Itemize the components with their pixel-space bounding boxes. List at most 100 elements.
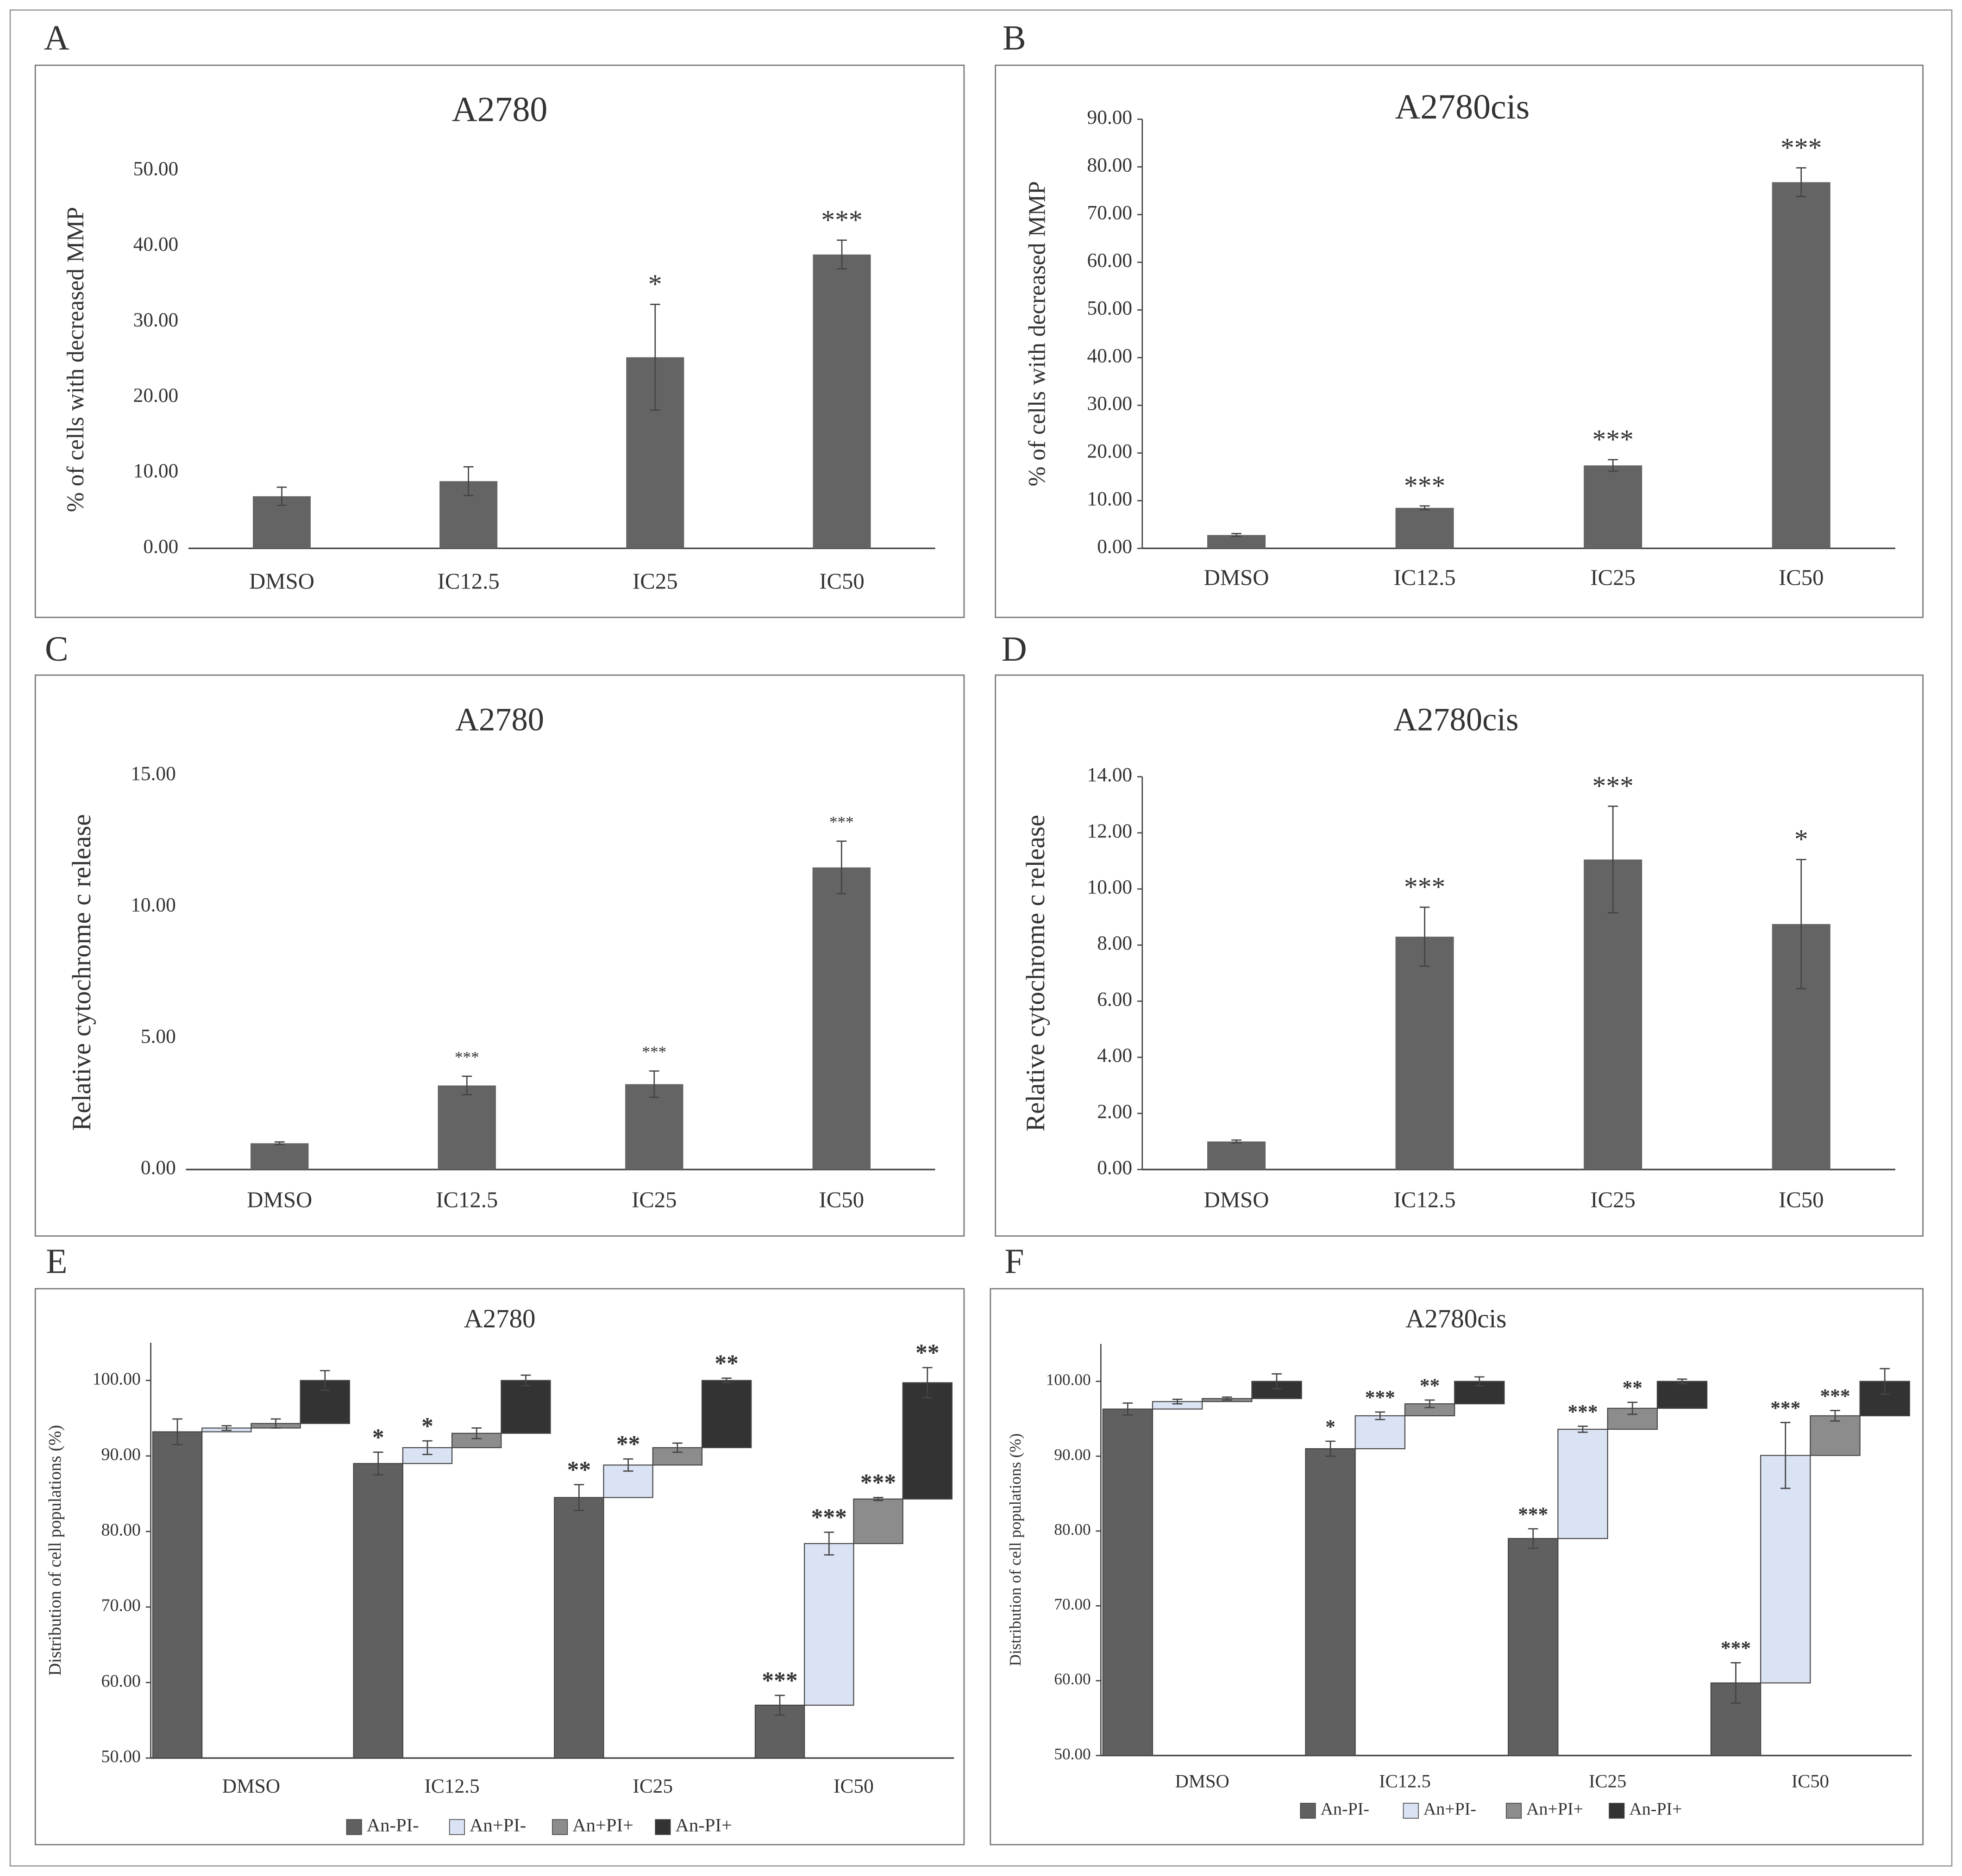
error-bar: [471, 1427, 482, 1439]
significance: *: [421, 1413, 433, 1439]
legend-swatch: [1609, 1802, 1625, 1819]
y-tick-label: 100.00: [1046, 1371, 1091, 1389]
error-bar: [824, 1532, 834, 1556]
error-bar: [1780, 1422, 1791, 1489]
error-bar: [1419, 907, 1430, 967]
bar: [625, 1084, 683, 1170]
x-tick-label: IC12.5: [436, 1188, 498, 1213]
bar-segment: [152, 1431, 203, 1759]
error-bar: [1474, 1376, 1485, 1387]
significance: ***: [811, 1504, 847, 1531]
error-bar: [1528, 1528, 1538, 1549]
y-tick-label: 60.00: [1054, 1670, 1091, 1688]
x-tick-label: IC25: [1589, 1771, 1626, 1792]
y-tick-label: 50.00: [1087, 297, 1133, 319]
y-axis-label: Relative cytochrome c release: [67, 814, 96, 1131]
y-tick-label: 2.00: [1097, 1101, 1132, 1123]
x-tick-label: DMSO: [247, 1188, 312, 1213]
x-tick-label: IC50: [819, 1188, 865, 1213]
legend-label: An-PI+: [1629, 1800, 1682, 1819]
error-bar: [1830, 1410, 1840, 1422]
y-tick-label: 20.00: [133, 384, 179, 406]
legend-swatch: [1403, 1802, 1419, 1819]
error-bar: [1231, 1139, 1241, 1144]
significance: **: [567, 1457, 591, 1483]
bar-segment: [501, 1380, 551, 1434]
significance: ***: [1365, 1387, 1395, 1409]
error-bar: [1375, 1411, 1385, 1420]
x-tick-label: DMSO: [1204, 565, 1269, 590]
y-tick-label: 70.00: [101, 1596, 141, 1615]
y-axis-label: % of cells with decreased MMP: [63, 207, 89, 512]
significance: ***: [1780, 132, 1822, 163]
panel-frame: [34, 674, 965, 1237]
x-tick-label: IC25: [633, 569, 678, 594]
error-bar: [836, 840, 847, 894]
x-tick-label: DMSO: [222, 1775, 280, 1797]
y-axis-label: Distribution of cell populations (%): [1006, 1433, 1024, 1666]
significance: ***: [1592, 424, 1633, 455]
y-tick-label: 80.00: [1054, 1520, 1091, 1538]
error-bar: [320, 1370, 330, 1391]
error-bar: [1222, 1396, 1232, 1401]
legend-swatch: [449, 1819, 465, 1835]
error-bar: [1325, 1440, 1335, 1457]
error-bar: [1730, 1662, 1741, 1704]
chart-title: A2780cis: [1395, 88, 1530, 126]
significance: ***: [860, 1470, 896, 1496]
panel-label: B: [1003, 19, 1026, 57]
significance: *: [1794, 824, 1808, 854]
significance: **: [915, 1340, 939, 1366]
y-tick-label: 6.00: [1097, 988, 1132, 1010]
error-bar: [1627, 1401, 1638, 1415]
legend-label: An+PI+: [1526, 1800, 1583, 1819]
error-bar: [1424, 1399, 1435, 1408]
bar: [251, 1143, 309, 1170]
y-tick-label: 40.00: [133, 233, 179, 256]
significance: *: [372, 1424, 384, 1451]
significance: ***: [1404, 871, 1445, 902]
legend-swatch: [655, 1819, 671, 1835]
significance: ***: [1568, 1401, 1598, 1423]
significance: *: [648, 269, 662, 299]
error-bar: [721, 1377, 732, 1383]
bar: [1395, 937, 1454, 1170]
significance: **: [1623, 1377, 1642, 1399]
error-bar: [463, 466, 474, 496]
error-bar: [1272, 1373, 1282, 1390]
y-tick-label: 8.00: [1097, 932, 1132, 954]
error-bar: [623, 1458, 633, 1472]
bar-segment: [1102, 1408, 1153, 1756]
bar: [812, 867, 871, 1170]
bar: [813, 254, 871, 549]
y-tick-label: 14.00: [1087, 764, 1133, 786]
legend-label: An+PI+: [572, 1815, 633, 1836]
bar: [1584, 465, 1642, 549]
error-bar: [922, 1367, 933, 1399]
error-bar: [672, 1442, 683, 1453]
y-tick-label: 70.00: [1054, 1595, 1091, 1613]
x-tick-label: IC50: [1779, 565, 1824, 590]
legend-swatch: [346, 1819, 362, 1835]
panel-label: C: [45, 630, 69, 669]
legend-label: An-PI-: [1321, 1800, 1369, 1819]
panel-label: F: [1004, 1242, 1024, 1281]
y-tick-label: 90.00: [1087, 106, 1133, 128]
x-tick-label: IC12.5: [1379, 1771, 1431, 1792]
error-bar: [172, 1418, 182, 1445]
y-axis-label: Distribution of cell populations (%): [45, 1425, 65, 1676]
legend-label: An-PI+: [676, 1815, 732, 1836]
error-bar: [1608, 459, 1618, 472]
error-bar: [373, 1451, 383, 1476]
legend-swatch: [1300, 1802, 1316, 1819]
significance: **: [1420, 1375, 1440, 1397]
panel-label: E: [46, 1242, 67, 1281]
x-tick-label: IC25: [633, 1775, 673, 1797]
panel-frame: [34, 1288, 965, 1845]
x-tick-label: DMSO: [249, 569, 314, 594]
y-tick-label: 90.00: [101, 1445, 141, 1464]
bar-segment: [1810, 1415, 1861, 1456]
error-bar: [650, 304, 660, 411]
error-bar: [1122, 1402, 1133, 1416]
